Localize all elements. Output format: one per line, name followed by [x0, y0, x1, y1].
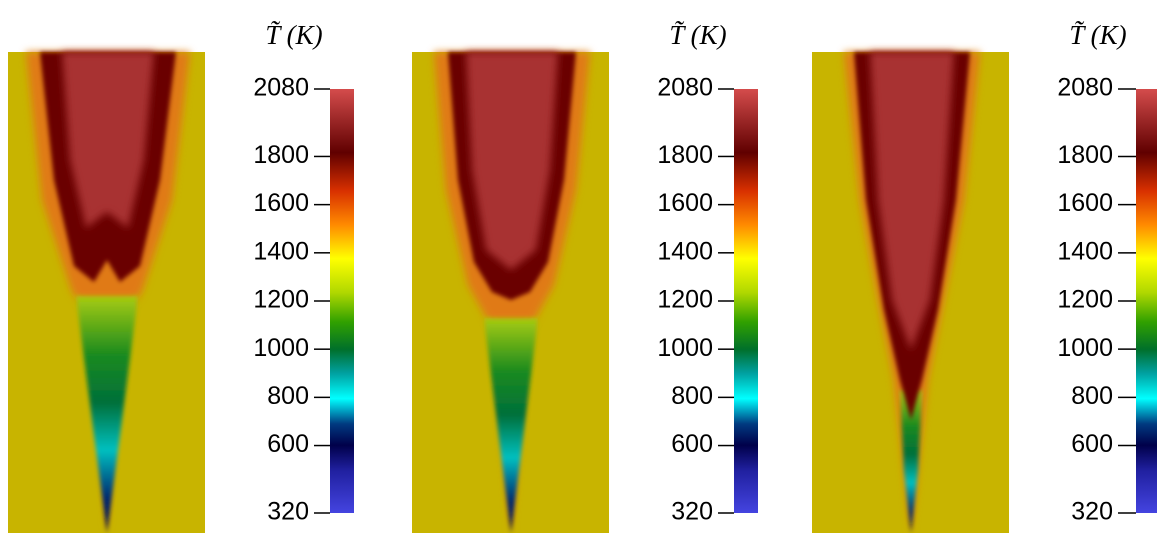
field-hot-core — [62, 52, 154, 228]
colorbar-title: T̃ (K) — [669, 20, 726, 50]
tick-label: 1400 — [657, 237, 713, 265]
tick-label: 1400 — [253, 237, 309, 265]
tick-label: 1200 — [1057, 286, 1113, 314]
tick-label: 2080 — [1057, 74, 1113, 102]
tick-label: 1800 — [253, 141, 309, 169]
tick-label: 1200 — [657, 286, 713, 314]
tick-label: 800 — [267, 382, 309, 410]
field-jet — [76, 296, 138, 533]
colorbar — [734, 89, 758, 513]
tick-label: 1600 — [1057, 189, 1113, 217]
colorbar — [330, 89, 354, 513]
tick-label: 800 — [671, 382, 713, 410]
tick-label: 320 — [671, 498, 713, 526]
field-jet — [900, 390, 922, 533]
field-hot-core — [870, 52, 954, 350]
tick-label: 2080 — [657, 74, 713, 102]
panel: T̃ (K) 320 600 800 1000 1200 1400 1600 1800 2080 — [812, 20, 1157, 533]
panel: T̃ (K) 320 600 800 1000 1200 1400 1600 1800 2080 — [412, 20, 758, 533]
tick-label: 2080 — [253, 74, 309, 102]
tick-label: 320 — [1071, 498, 1113, 526]
colorbar — [1136, 89, 1157, 513]
tick-label: 600 — [1071, 430, 1113, 458]
tick-label: 1800 — [657, 141, 713, 169]
tick-label: 1000 — [253, 334, 309, 362]
tick-label: 1800 — [1057, 141, 1113, 169]
colorbar-title: T̃ (K) — [1069, 20, 1126, 50]
tick-label: 320 — [267, 498, 309, 526]
tick-label: 1000 — [657, 334, 713, 362]
tick-label: 800 — [1071, 382, 1113, 410]
colorbar-title: T̃ (K) — [265, 20, 322, 50]
tick-label: 1000 — [1057, 334, 1113, 362]
tick-label: 1400 — [1057, 237, 1113, 265]
field-hot-core — [466, 52, 558, 270]
tick-label: 1200 — [253, 286, 309, 314]
tick-label: 600 — [671, 430, 713, 458]
panel: T̃ (K) 320 600 800 1000 1200 1400 1600 1800 2080 — [8, 20, 354, 533]
tick-label: 1600 — [253, 189, 309, 217]
tick-label: 1600 — [657, 189, 713, 217]
tick-label: 600 — [267, 430, 309, 458]
field-jet — [484, 318, 538, 533]
